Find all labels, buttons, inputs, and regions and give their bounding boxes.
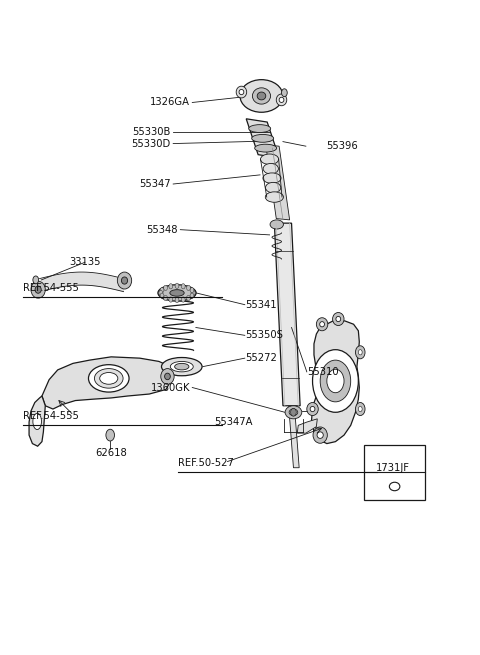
Text: 62618: 62618 xyxy=(95,448,127,458)
Ellipse shape xyxy=(170,290,184,296)
Polygon shape xyxy=(297,419,317,433)
Circle shape xyxy=(192,290,195,295)
Ellipse shape xyxy=(310,406,315,411)
Text: 55272: 55272 xyxy=(245,353,276,363)
Circle shape xyxy=(281,89,287,97)
Ellipse shape xyxy=(236,86,247,98)
Polygon shape xyxy=(312,320,360,443)
FancyBboxPatch shape xyxy=(364,445,425,500)
Ellipse shape xyxy=(252,88,271,104)
Ellipse shape xyxy=(158,285,196,301)
Polygon shape xyxy=(266,145,289,220)
Ellipse shape xyxy=(240,80,283,112)
Polygon shape xyxy=(288,405,299,468)
Circle shape xyxy=(159,290,163,295)
Ellipse shape xyxy=(263,164,278,174)
Text: 55396: 55396 xyxy=(326,141,358,151)
Text: 55350S: 55350S xyxy=(245,330,283,341)
Text: REF.50-527: REF.50-527 xyxy=(178,457,234,468)
Circle shape xyxy=(327,369,344,393)
Circle shape xyxy=(187,285,191,290)
Ellipse shape xyxy=(276,94,287,105)
Ellipse shape xyxy=(175,364,189,370)
Ellipse shape xyxy=(95,369,123,388)
Ellipse shape xyxy=(33,413,41,430)
Text: 1360GK: 1360GK xyxy=(150,383,190,392)
Ellipse shape xyxy=(165,373,170,380)
Ellipse shape xyxy=(289,409,298,415)
Circle shape xyxy=(164,295,168,301)
Ellipse shape xyxy=(170,362,193,372)
Circle shape xyxy=(320,360,351,402)
Ellipse shape xyxy=(257,92,266,100)
Ellipse shape xyxy=(255,144,276,152)
Circle shape xyxy=(175,283,179,288)
Ellipse shape xyxy=(265,182,281,193)
Circle shape xyxy=(160,288,164,293)
Text: 55347A: 55347A xyxy=(214,417,252,427)
Ellipse shape xyxy=(117,272,132,289)
Circle shape xyxy=(190,288,194,293)
Ellipse shape xyxy=(317,432,323,438)
Ellipse shape xyxy=(121,277,128,284)
Ellipse shape xyxy=(261,154,279,164)
Circle shape xyxy=(181,297,185,302)
Text: 1326GA: 1326GA xyxy=(150,98,190,107)
Ellipse shape xyxy=(279,97,284,102)
Ellipse shape xyxy=(252,134,274,142)
Circle shape xyxy=(187,295,191,301)
Circle shape xyxy=(106,429,115,441)
Text: 55348: 55348 xyxy=(146,225,178,234)
Circle shape xyxy=(190,293,194,298)
Ellipse shape xyxy=(389,482,400,491)
Ellipse shape xyxy=(263,173,281,183)
Text: 1731JF: 1731JF xyxy=(376,462,410,473)
Ellipse shape xyxy=(313,427,327,443)
Text: REF.54-555: REF.54-555 xyxy=(23,284,79,293)
Text: 55330D: 55330D xyxy=(132,139,171,149)
Ellipse shape xyxy=(265,192,283,202)
Polygon shape xyxy=(42,357,173,409)
Polygon shape xyxy=(275,223,300,405)
Text: 33135: 33135 xyxy=(69,257,101,267)
Polygon shape xyxy=(246,119,279,158)
Circle shape xyxy=(175,297,179,303)
Ellipse shape xyxy=(333,312,344,326)
Circle shape xyxy=(160,293,164,298)
Circle shape xyxy=(356,346,365,359)
Ellipse shape xyxy=(161,369,174,384)
Ellipse shape xyxy=(307,403,318,415)
Ellipse shape xyxy=(31,281,45,298)
Ellipse shape xyxy=(249,124,271,132)
Ellipse shape xyxy=(336,316,341,322)
Circle shape xyxy=(169,297,173,302)
Polygon shape xyxy=(29,396,45,446)
Ellipse shape xyxy=(320,322,324,327)
Circle shape xyxy=(169,284,173,289)
Text: REF.54-555: REF.54-555 xyxy=(23,411,79,421)
Circle shape xyxy=(181,284,185,289)
Ellipse shape xyxy=(161,358,202,376)
Text: 55310: 55310 xyxy=(307,367,338,377)
Ellipse shape xyxy=(88,365,129,392)
Circle shape xyxy=(164,285,168,290)
Ellipse shape xyxy=(285,405,302,419)
Circle shape xyxy=(290,408,296,416)
Ellipse shape xyxy=(270,220,283,229)
Ellipse shape xyxy=(35,286,41,293)
Ellipse shape xyxy=(239,90,244,95)
Circle shape xyxy=(359,406,362,411)
Text: 55341: 55341 xyxy=(245,300,276,310)
Circle shape xyxy=(359,350,362,355)
Text: 55347: 55347 xyxy=(139,179,171,189)
Ellipse shape xyxy=(100,373,118,384)
Circle shape xyxy=(312,350,359,412)
Circle shape xyxy=(356,403,365,415)
Ellipse shape xyxy=(316,318,328,331)
Circle shape xyxy=(33,276,38,284)
Text: 55330B: 55330B xyxy=(132,127,171,137)
